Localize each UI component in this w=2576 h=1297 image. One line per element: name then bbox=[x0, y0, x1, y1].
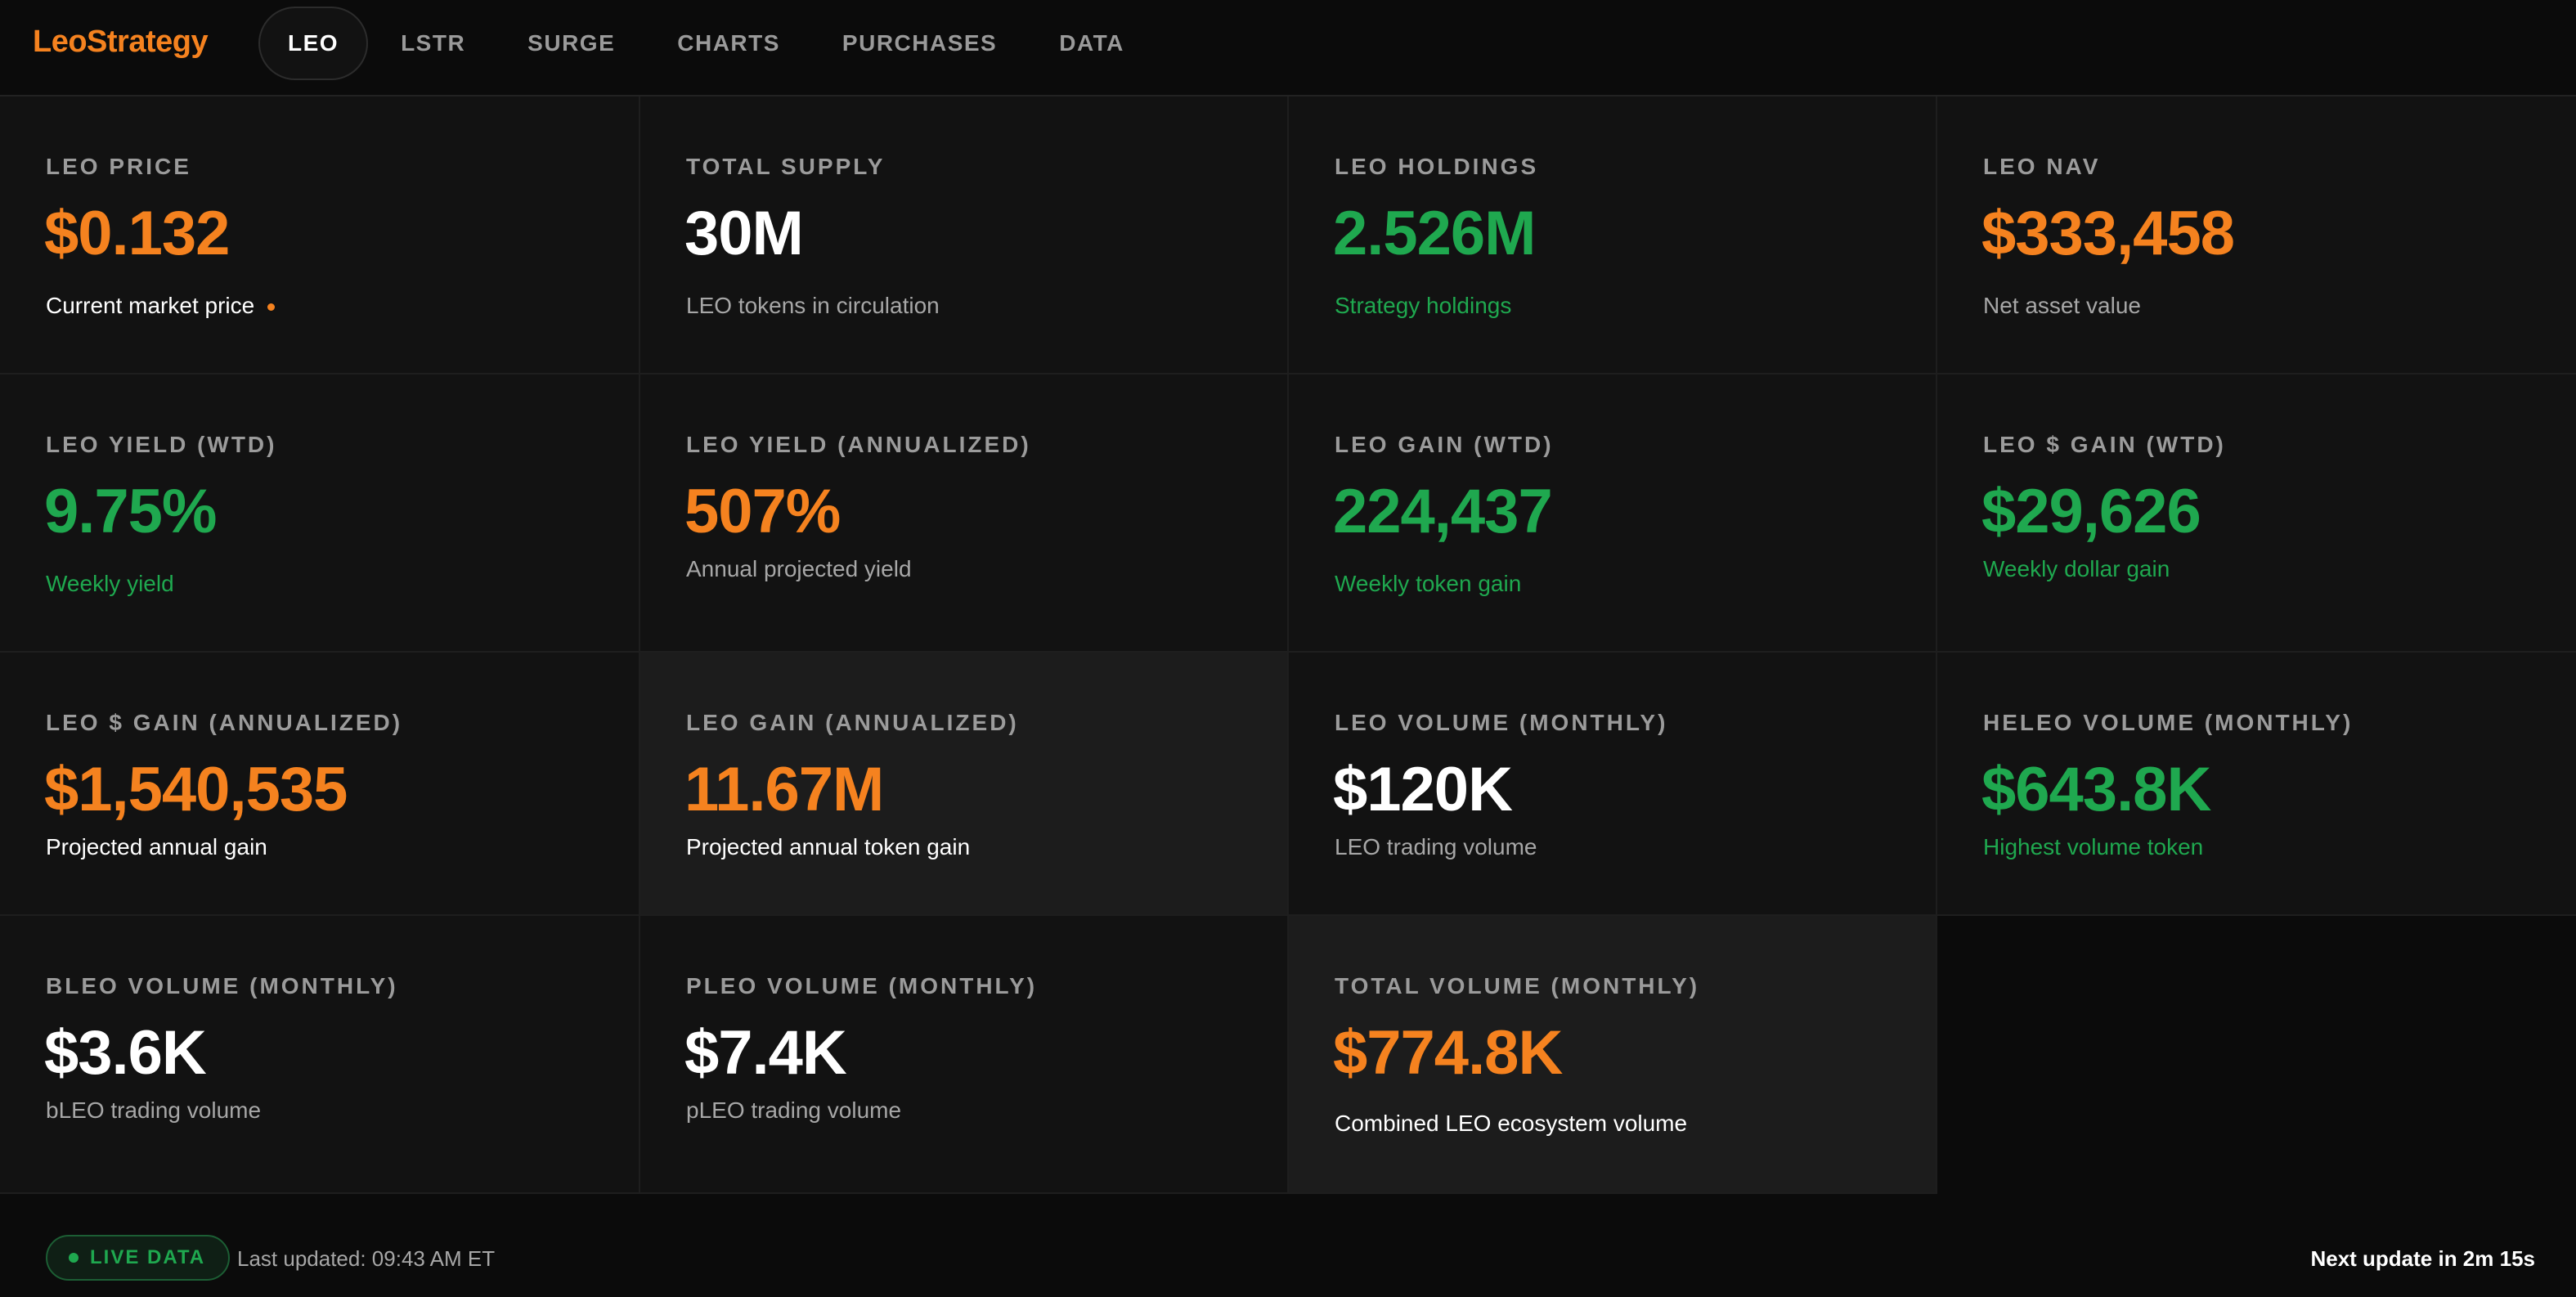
card-value: $1,540,535 bbox=[44, 755, 348, 824]
card-dollar-gain-wtd: LEO $ GAIN (WTD) $29,626 Weekly dollar g… bbox=[1937, 375, 2576, 653]
card-subtitle: Combined LEO ecosystem volume bbox=[1335, 1111, 1688, 1136]
card-label: LEO GAIN (WTD) bbox=[1335, 432, 1554, 457]
card-label: LEO NAV bbox=[1983, 154, 2101, 179]
next-update-text: Next update in 2m 15s bbox=[2310, 1246, 2535, 1271]
card-label: LEO HOLDINGS bbox=[1335, 154, 1539, 179]
nav-tabs: LEO LSTR SURGE CHARTS PURCHASES DATA bbox=[258, 7, 1157, 80]
card-subtitle: Strategy holdings bbox=[1335, 293, 1512, 318]
status-footer: LIVE DATA Last updated: 09:43 AM ET Next… bbox=[0, 1196, 2576, 1297]
card-value: $774.8K bbox=[1333, 1018, 1563, 1088]
card-subtitle: bLEO trading volume bbox=[46, 1097, 262, 1123]
card-gain-wtd: LEO GAIN (WTD) 224,437 Weekly token gain bbox=[1289, 375, 1937, 653]
card-subtitle: pLEO trading volume bbox=[686, 1097, 902, 1123]
card-subtitle-text: Current market price bbox=[46, 293, 255, 318]
tab-purchases[interactable]: PURCHASES bbox=[841, 30, 998, 56]
card-label: BLEO VOLUME (MONTHLY) bbox=[46, 973, 398, 999]
card-subtitle: Projected annual token gain bbox=[686, 834, 971, 859]
card-subtitle: Highest volume token bbox=[1983, 834, 2204, 859]
tab-surge[interactable]: SURGE bbox=[527, 30, 616, 56]
card-empty bbox=[1937, 916, 2576, 1194]
card-volume-monthly: LEO VOLUME (MONTHLY) $120K LEO trading v… bbox=[1289, 653, 1937, 916]
card-total-supply: TOTAL SUPPLY 30M LEO tokens in circulati… bbox=[640, 96, 1289, 375]
card-leo-price: LEO PRICE $0.132 Current market price bbox=[0, 96, 640, 375]
card-yield-wtd: LEO YIELD (WTD) 9.75% Weekly yield bbox=[0, 375, 640, 653]
card-label: LEO GAIN (ANNUALIZED) bbox=[686, 710, 1019, 735]
card-label: LEO PRICE bbox=[46, 154, 191, 179]
card-dollar-gain-annualized: LEO $ GAIN (ANNUALIZED) $1,540,535 Proje… bbox=[0, 653, 640, 916]
card-value: $643.8K bbox=[1981, 755, 2211, 824]
tab-data[interactable]: DATA bbox=[1059, 30, 1124, 56]
card-value: $29,626 bbox=[1981, 477, 2201, 546]
card-total-volume: TOTAL VOLUME (MONTHLY) $774.8K Combined … bbox=[1289, 916, 1937, 1194]
card-gain-annualized: LEO GAIN (ANNUALIZED) 11.67M Projected a… bbox=[640, 653, 1289, 916]
card-value: $7.4K bbox=[684, 1018, 847, 1088]
card-subtitle: Annual projected yield bbox=[686, 556, 912, 581]
card-value: 9.75% bbox=[44, 477, 217, 546]
card-label: TOTAL SUPPLY bbox=[686, 154, 886, 179]
card-label: LEO $ GAIN (ANNUALIZED) bbox=[46, 710, 403, 735]
card-value: $120K bbox=[1333, 755, 1513, 824]
card-label: LEO YIELD (WTD) bbox=[46, 432, 277, 457]
tab-leo[interactable]: LEO bbox=[258, 7, 369, 80]
card-subtitle: Projected annual gain bbox=[46, 834, 267, 859]
card-value: 224,437 bbox=[1333, 477, 1553, 546]
card-subtitle: Weekly token gain bbox=[1335, 571, 1522, 596]
live-dot-icon bbox=[69, 1253, 79, 1263]
card-leo-holdings: LEO HOLDINGS 2.526M Strategy holdings bbox=[1289, 96, 1937, 375]
app-logo[interactable]: LeoStrategy bbox=[33, 25, 209, 59]
card-subtitle: Net asset value bbox=[1983, 293, 2141, 318]
tab-lstr[interactable]: LSTR bbox=[401, 30, 466, 56]
card-label: HELEO VOLUME (MONTHLY) bbox=[1983, 710, 2354, 735]
card-subtitle: Weekly yield bbox=[46, 571, 174, 596]
live-indicator-icon bbox=[267, 303, 276, 312]
card-value: 30M bbox=[684, 199, 804, 268]
card-value: 11.67M bbox=[684, 755, 884, 824]
card-yield-annualized: LEO YIELD (ANNUALIZED) 507% Annual proje… bbox=[640, 375, 1289, 653]
card-label: LEO $ GAIN (WTD) bbox=[1983, 432, 2226, 457]
card-label: TOTAL VOLUME (MONTHLY) bbox=[1335, 973, 1700, 999]
card-value: $3.6K bbox=[44, 1018, 207, 1088]
card-value: $0.132 bbox=[44, 199, 230, 268]
card-value: 507% bbox=[684, 477, 841, 546]
card-heleo-volume: HELEO VOLUME (MONTHLY) $643.8K Highest v… bbox=[1937, 653, 2576, 916]
card-value: $333,458 bbox=[1981, 199, 2235, 268]
tab-charts[interactable]: CHARTS bbox=[677, 30, 780, 56]
card-subtitle: Current market price bbox=[46, 293, 276, 319]
card-label: LEO VOLUME (MONTHLY) bbox=[1335, 710, 1668, 735]
card-label: LEO YIELD (ANNUALIZED) bbox=[686, 432, 1031, 457]
card-value: 2.526M bbox=[1333, 199, 1536, 268]
card-bleo-volume: BLEO VOLUME (MONTHLY) $3.6K bLEO trading… bbox=[0, 916, 640, 1194]
card-subtitle: Weekly dollar gain bbox=[1983, 556, 2170, 581]
last-updated-text: Last updated: 09:43 AM ET bbox=[237, 1246, 496, 1271]
card-subtitle: LEO tokens in circulation bbox=[686, 293, 940, 318]
top-nav: LeoStrategy LEO LSTR SURGE CHARTS PURCHA… bbox=[0, 0, 2576, 96]
card-subtitle: LEO trading volume bbox=[1335, 834, 1537, 859]
card-leo-nav: LEO NAV $333,458 Net asset value bbox=[1937, 96, 2576, 375]
live-data-label: LIVE DATA bbox=[90, 1246, 206, 1268]
card-pleo-volume: PLEO VOLUME (MONTHLY) $7.4K pLEO trading… bbox=[640, 916, 1289, 1194]
live-data-badge: LIVE DATA bbox=[46, 1235, 231, 1281]
card-label: PLEO VOLUME (MONTHLY) bbox=[686, 973, 1038, 999]
